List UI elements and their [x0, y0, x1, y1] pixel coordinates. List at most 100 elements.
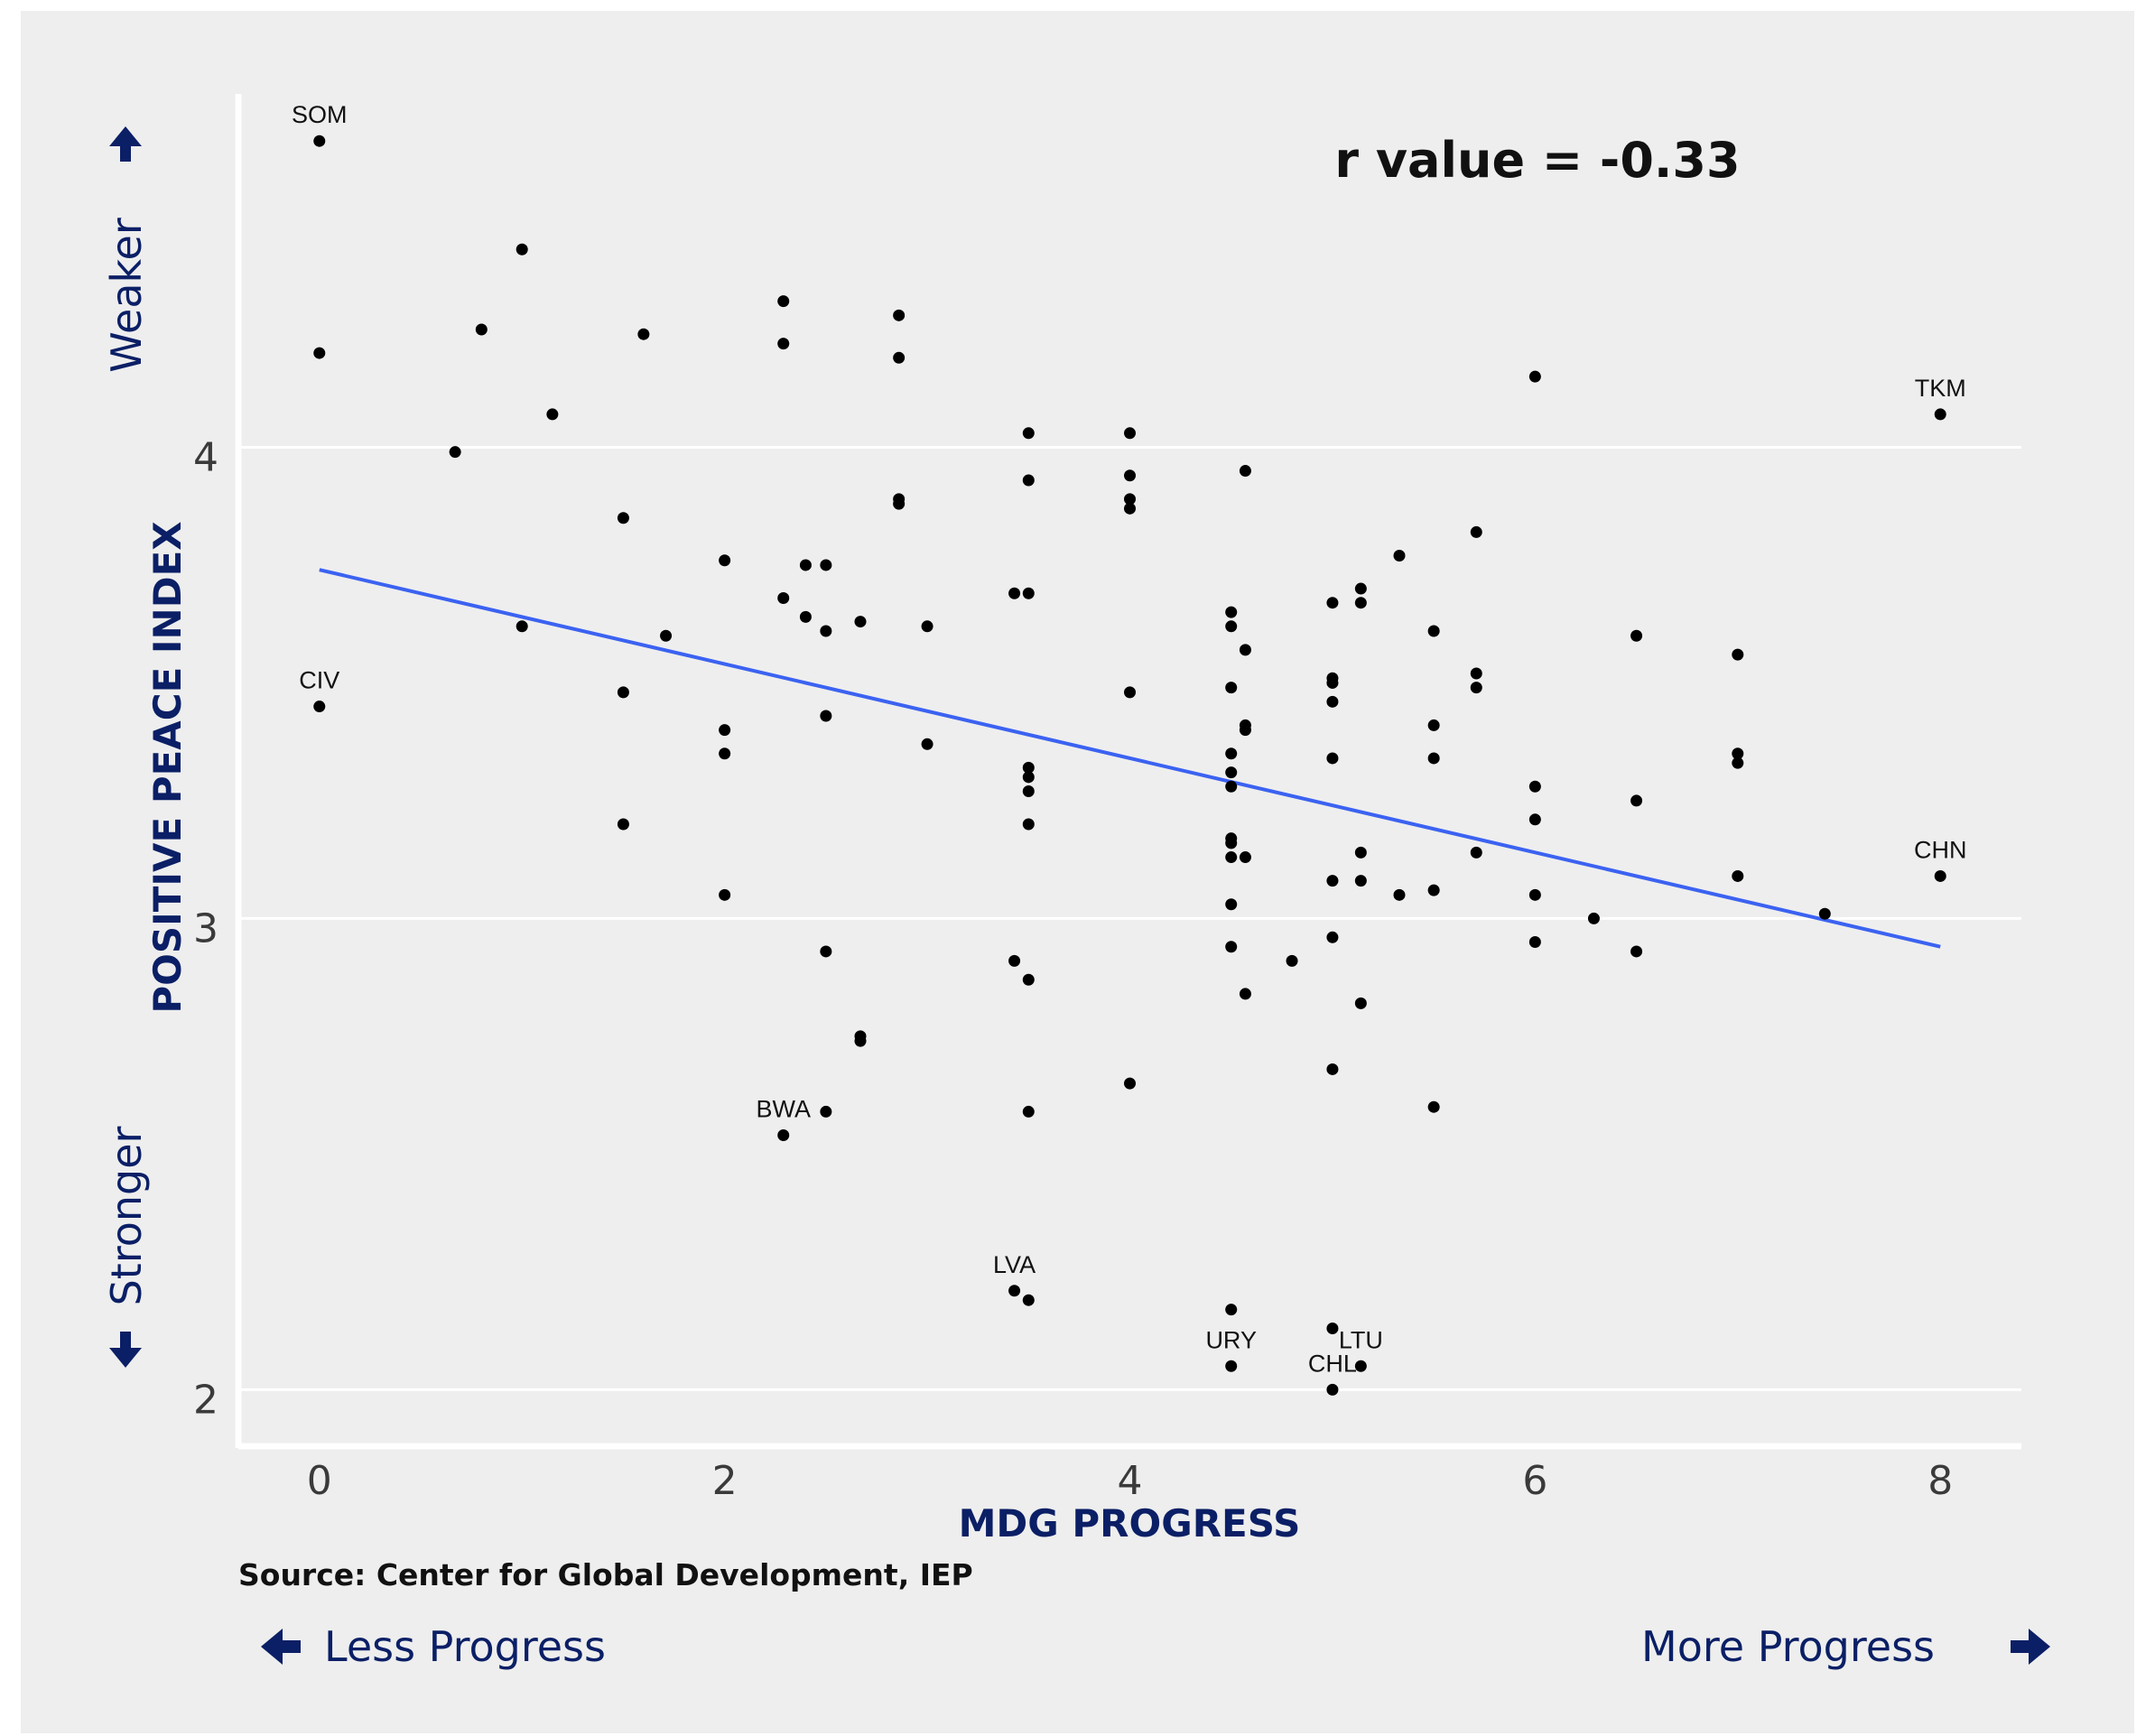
data-point: [1732, 648, 1744, 661]
data-point: [820, 710, 832, 722]
data-point: [1239, 988, 1251, 1000]
x-hint-more-text: More Progress: [1641, 1622, 1935, 1671]
y-tick-label: 3: [193, 905, 218, 952]
data-point: [921, 620, 934, 633]
data-point: [1354, 875, 1367, 887]
data-point: [313, 135, 326, 147]
data-point: [1427, 625, 1440, 637]
data-point: [1427, 1100, 1440, 1113]
data-point: [799, 610, 812, 623]
data-point: [637, 328, 650, 340]
data-point: [1630, 794, 1643, 807]
data-point: [1732, 869, 1744, 882]
x-tick-label: 8: [1927, 1458, 1953, 1504]
data-point: [799, 559, 812, 571]
data-point: [893, 351, 906, 364]
data-point: [1470, 682, 1482, 694]
data-point: [1022, 427, 1035, 440]
data-point: [1286, 954, 1298, 967]
data-point: [1022, 1105, 1035, 1118]
data-point: [1528, 813, 1541, 826]
data-point: [1022, 973, 1035, 986]
point-label: CHL: [1308, 1350, 1357, 1377]
data-point: [820, 625, 832, 637]
source-note: Source: Center for Global Development, I…: [238, 1557, 973, 1592]
data-point: [1528, 370, 1541, 383]
data-point: [1354, 846, 1367, 859]
data-point: [1008, 587, 1021, 599]
data-point: [1354, 597, 1367, 609]
data-point: [516, 243, 528, 255]
data-point: [1470, 525, 1482, 538]
y-tick-label: 4: [193, 434, 218, 480]
point-label: CHN: [1914, 836, 1967, 863]
data-point: [1008, 1285, 1021, 1297]
chart-card: 2 3 4 0 2 4 6 8 SOM CIV BWA LVA URY CHL LTU TKM CHN r v…: [21, 11, 2134, 1733]
data-point: [1124, 686, 1136, 699]
arrow-down-icon: [109, 1332, 142, 1368]
data-point: [1528, 936, 1541, 949]
data-point: [1470, 667, 1482, 680]
x-tick-label: 0: [307, 1458, 332, 1504]
data-point: [1022, 474, 1035, 487]
data-point: [516, 620, 528, 633]
data-point: [313, 347, 326, 359]
data-point: [893, 309, 906, 321]
data-point: [1354, 582, 1367, 595]
data-point: [1239, 644, 1251, 656]
data-point: [1124, 1077, 1136, 1090]
data-point: [1225, 620, 1238, 633]
data-point: [1934, 869, 1946, 882]
x-hint-less: Less Progress: [261, 1622, 606, 1671]
data-point: [546, 408, 559, 421]
data-point: [1225, 682, 1238, 694]
data-point: [1326, 676, 1339, 689]
point-label: SOM: [292, 101, 348, 128]
data-point: [777, 1129, 790, 1142]
data-point: [1427, 719, 1440, 731]
y-hint-stronger-text: Stronger: [102, 1126, 151, 1305]
x-hint-more: More Progress: [1641, 1622, 2050, 1671]
y-hint-weaker-text: Weaker: [102, 218, 151, 373]
data-point: [854, 616, 867, 628]
data-point: [617, 512, 629, 525]
point-label: LTU: [1339, 1326, 1383, 1353]
axes: [235, 94, 2021, 1450]
tick-labels: 2 3 4 0 2 4 6 8: [193, 434, 1953, 1504]
point-label: BWA: [756, 1096, 811, 1123]
data-point: [1022, 587, 1035, 599]
data-point: [617, 686, 629, 699]
arrow-right-icon: [2011, 1629, 2050, 1665]
data-point: [1393, 550, 1406, 562]
data-point: [1326, 695, 1339, 708]
data-point: [1818, 907, 1831, 920]
r-value-annotation: r value = -0.33: [1334, 132, 1740, 189]
data-point: [1225, 837, 1238, 849]
data-point: [1470, 846, 1482, 859]
data-point: [1326, 1383, 1339, 1396]
point-label: CIV: [299, 667, 339, 694]
data-point: [1354, 1360, 1367, 1372]
arrow-up-icon: [109, 126, 142, 162]
data-point: [1326, 931, 1339, 943]
data-point: [1354, 997, 1367, 1009]
data-point: [1393, 888, 1406, 901]
x-tick-label: 6: [1522, 1458, 1547, 1504]
data-point: [1427, 884, 1440, 896]
data-point: [1225, 606, 1238, 618]
y-axis-title: POSITIVE PEACE INDEX: [145, 521, 190, 1013]
data-point: [893, 497, 906, 510]
data-point: [1022, 818, 1035, 831]
data-point: [1326, 875, 1339, 887]
data-point: [1326, 1323, 1339, 1335]
data-point: [1022, 761, 1035, 774]
data-point: [1326, 597, 1339, 609]
data-point: [1225, 1360, 1238, 1372]
data-point: [1239, 465, 1251, 478]
point-label: LVA: [993, 1251, 1036, 1278]
data-point: [1934, 408, 1946, 421]
data-point: [719, 554, 731, 567]
data-point: [1528, 780, 1541, 793]
x-tick-label: 2: [712, 1458, 738, 1504]
